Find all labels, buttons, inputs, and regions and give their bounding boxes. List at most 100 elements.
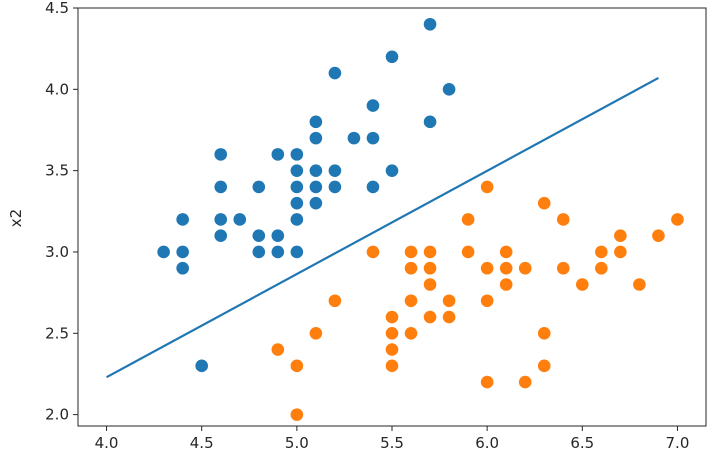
scatter-point-series0-17 [290, 213, 304, 226]
scatter-point-series0-12 [252, 180, 266, 194]
scatter-point-series1-13 [404, 245, 418, 259]
scatter-point-series0-38 [442, 83, 456, 96]
scatter-point-series1-5 [366, 245, 380, 259]
x-tick-label: 4.5 [190, 434, 214, 452]
scatter-point-series0-14 [271, 229, 285, 243]
scatter-point-series0-3 [176, 213, 189, 226]
decision-boundary-line [106, 76, 659, 379]
scatter-point-series1-14 [423, 310, 437, 324]
scatter-point-series0-21 [290, 148, 304, 161]
scatter-point-series0-30 [347, 131, 361, 145]
scatter-point-series0-33 [366, 99, 380, 112]
scatter-point-series0-6 [214, 213, 228, 226]
scatter-point-series0-9 [233, 213, 247, 226]
scatter-point-series1-28 [499, 245, 513, 259]
scatter-point-series1-23 [480, 294, 494, 308]
scatter-point-series1-39 [614, 245, 627, 259]
scatter-point-series0-13 [271, 245, 285, 259]
scatter-point-series1-12 [404, 261, 418, 275]
scatter-point-series1-22 [480, 375, 494, 389]
scatter-point-series0-1 [176, 261, 189, 275]
scatter-point-series0-31 [366, 180, 380, 194]
scatter-point-series1-25 [480, 180, 494, 194]
scatter-point-series1-8 [385, 326, 399, 340]
x-tick-label: 6.0 [475, 434, 499, 452]
scatter-point-series1-34 [556, 261, 570, 275]
scatter-point-series0-36 [423, 115, 437, 129]
scatter-point-series0-11 [252, 229, 266, 243]
y-tick-label: 3.0 [45, 243, 69, 261]
scatter-point-series1-27 [499, 261, 513, 275]
scatter-point-series0-25 [309, 131, 323, 145]
scatter-point-series1-9 [385, 310, 399, 324]
scatter-point-series1-2 [290, 359, 304, 373]
scatter-point-series0-28 [328, 164, 342, 177]
scatter-point-series0-4 [195, 359, 208, 373]
scatter-point-series0-5 [214, 229, 228, 243]
scatter-point-series1-29 [518, 375, 532, 389]
scatter-point-series0-23 [309, 180, 323, 194]
scatter-point-series0-10 [252, 245, 266, 259]
scatter-point-series0-7 [214, 180, 228, 194]
scatter-point-series1-37 [595, 261, 608, 275]
scatter-point-series0-15 [271, 148, 285, 161]
scatter-point-series1-43 [671, 213, 684, 226]
scatter-point-series0-37 [423, 17, 437, 31]
y-tick-label: 3.5 [45, 162, 69, 180]
scatter-point-series1-17 [423, 245, 437, 259]
scatter-point-series0-0 [157, 245, 170, 259]
y-tick-label: 2.5 [45, 324, 69, 342]
scatter-point-series0-34 [385, 164, 399, 177]
scatter-point-series1-19 [442, 294, 456, 308]
scatter-point-series1-18 [442, 310, 456, 324]
scatter-point-series1-35 [556, 213, 570, 226]
scatter-point-series0-22 [309, 196, 323, 210]
x-tick-label: 4.0 [95, 434, 119, 452]
scatter-point-series1-41 [633, 278, 646, 291]
scatter-point-series0-18 [290, 196, 304, 210]
scatter-point-series1-10 [404, 326, 418, 340]
scatter-point-series1-38 [595, 245, 608, 259]
x-tick-label: 5.5 [380, 434, 404, 452]
scatter-point-series1-3 [309, 326, 323, 340]
scatter-point-series1-31 [537, 359, 551, 373]
scatter-point-series0-2 [176, 245, 189, 259]
scatter-point-series1-0 [271, 343, 285, 356]
scatter-point-series1-21 [461, 213, 475, 226]
scatter-point-series1-26 [499, 278, 513, 291]
scatter-point-series1-1 [290, 408, 304, 421]
y-tick-label: 4.5 [45, 0, 69, 17]
scatter-point-series0-29 [328, 66, 342, 80]
scatter-point-series0-8 [214, 148, 228, 161]
x-axis: 4.0 4.5 5.0 5.5 6.0 6.5 7.0 [95, 426, 690, 452]
scatter-point-series1-30 [518, 261, 532, 275]
scatter-point-series1-7 [385, 343, 399, 356]
scatter-point-series0-24 [309, 164, 323, 177]
scatter-point-series1-40 [614, 229, 627, 243]
chart-marks [106, 17, 684, 421]
scatter-point-series1-24 [480, 261, 494, 275]
scatter-point-series1-15 [423, 278, 437, 291]
y-axis-label: x2 [7, 209, 25, 227]
scatter-point-series1-36 [576, 278, 589, 291]
scatter-point-series1-6 [385, 359, 399, 373]
scatter-point-series0-26 [309, 115, 323, 129]
y-tick-label: 2.0 [45, 406, 69, 424]
scatter-point-series1-16 [423, 261, 437, 275]
y-tick-label: 4.0 [45, 80, 69, 98]
scatter-point-series1-4 [328, 294, 342, 308]
x-tick-label: 7.0 [666, 434, 690, 452]
scatter-point-series1-20 [461, 245, 475, 259]
scatter-point-series0-16 [290, 245, 304, 259]
y-axis: 2.0 2.5 3.0 3.5 4.0 4.5 [45, 0, 78, 424]
scatter-point-series0-19 [290, 180, 304, 194]
scatter-point-series1-32 [537, 326, 551, 340]
scatter-point-series0-35 [385, 50, 399, 64]
x-tick-label: 5.0 [285, 434, 309, 452]
scatter-point-series1-11 [404, 294, 418, 308]
scatter-point-series1-42 [652, 229, 665, 243]
scatter-point-series0-20 [290, 164, 304, 177]
scatter-point-series0-27 [328, 180, 342, 194]
scatter-point-series0-32 [366, 131, 380, 145]
